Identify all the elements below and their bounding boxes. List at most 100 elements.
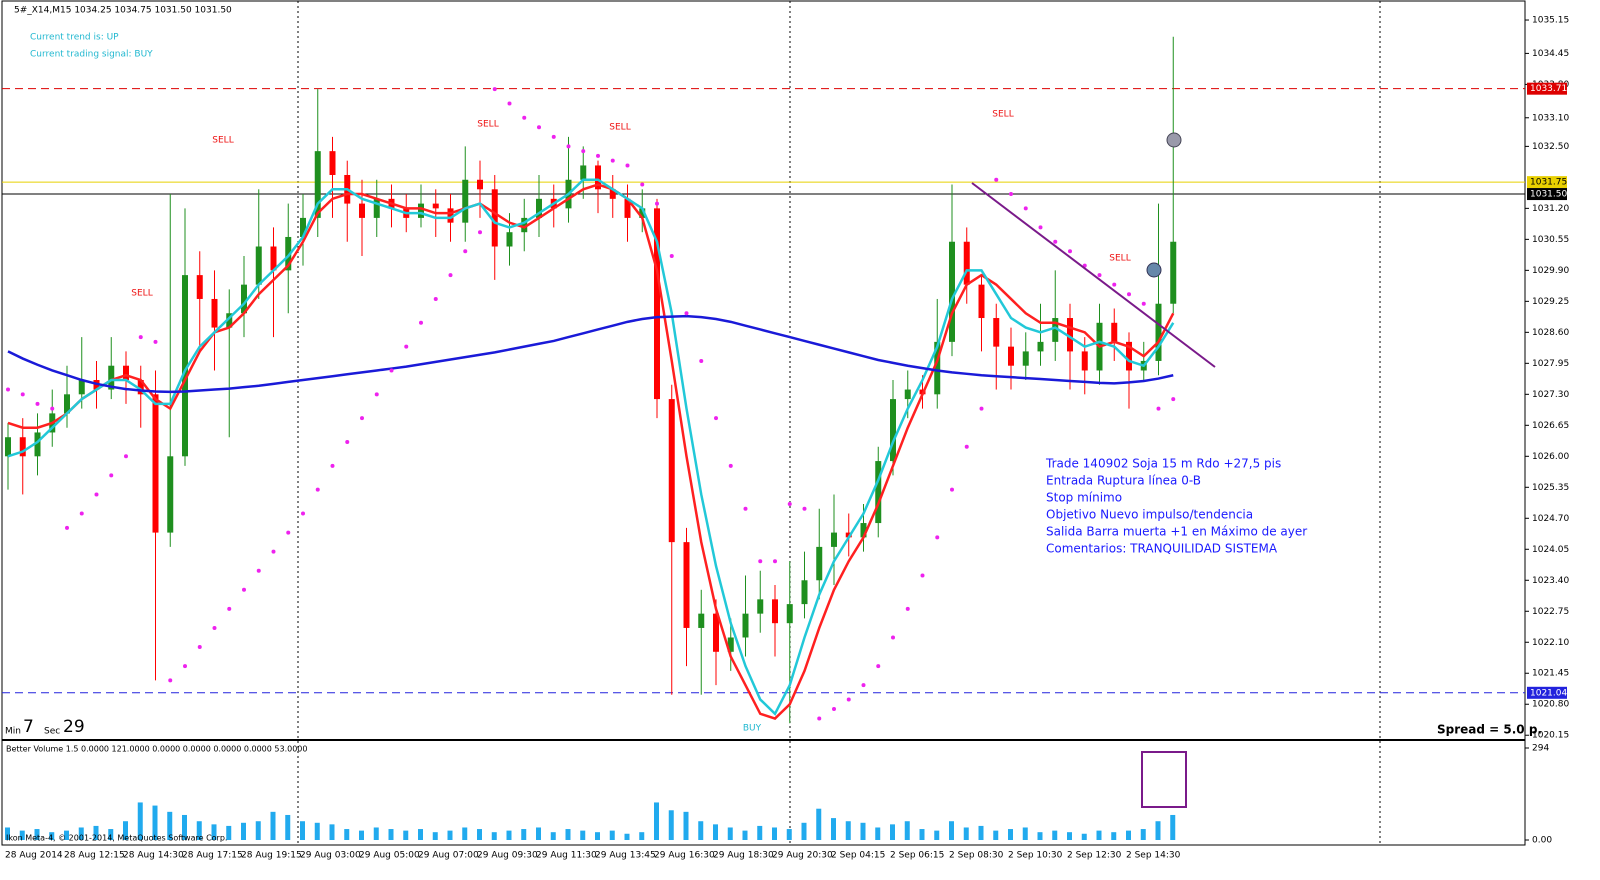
sar-dot xyxy=(448,273,453,278)
sar-dot xyxy=(832,707,836,712)
sar-dot xyxy=(566,144,571,149)
x-tick-label: 2 Sep 10:30 xyxy=(1008,851,1063,861)
sar-dot xyxy=(1127,292,1131,297)
y-tick-label: 1028.60 xyxy=(1532,328,1569,338)
candle-body xyxy=(226,313,233,328)
x-tick-label: 28 Aug 19:15 xyxy=(241,851,302,861)
x-tick-label: 28 Aug 2014 xyxy=(5,851,63,861)
volume-bar xyxy=(845,821,851,840)
volume-bar xyxy=(919,829,925,840)
sar-dot xyxy=(197,645,202,650)
volume-bar xyxy=(609,830,615,840)
volume-bar xyxy=(300,821,305,840)
candle-body xyxy=(993,318,1000,347)
candle-body xyxy=(580,165,587,180)
volume-bar xyxy=(1126,830,1131,840)
sar-dot xyxy=(79,511,84,516)
order-icon xyxy=(1166,132,1182,148)
volume-bar xyxy=(521,829,527,840)
sar-dot xyxy=(301,511,305,516)
sar-dot xyxy=(1112,282,1117,287)
timer-min: 7 xyxy=(23,717,34,737)
sar-dot xyxy=(433,296,438,301)
indicator-line xyxy=(7,183,1175,720)
sar-dot xyxy=(905,606,910,611)
candle-body xyxy=(1008,346,1014,366)
sar-dot xyxy=(876,664,881,669)
chart-frame xyxy=(1,0,1526,846)
volume-bar xyxy=(565,829,571,840)
candle-body xyxy=(123,365,129,381)
candle-body xyxy=(609,189,616,199)
price-level-label: 1021.04 xyxy=(1530,688,1567,698)
volume-tick-label: 294 xyxy=(1532,744,1549,754)
signal-label: SELL xyxy=(212,136,233,146)
price-level-box xyxy=(1527,176,1567,189)
candle-body xyxy=(1111,322,1118,342)
x-tick-label: 29 Aug 07:00 xyxy=(418,851,479,861)
volume-bar xyxy=(757,825,763,840)
y-tick-label: 1020.15 xyxy=(1532,731,1569,741)
sar-dot xyxy=(168,678,173,683)
volume-bar xyxy=(772,827,777,840)
price-level-box xyxy=(1527,82,1567,95)
sar-dot xyxy=(124,454,128,459)
volume-bar xyxy=(683,811,689,840)
signal-label: SELL xyxy=(609,123,630,133)
order-icon xyxy=(1146,262,1162,278)
y-tick-label: 1023.40 xyxy=(1532,576,1569,586)
indicator-line xyxy=(7,178,1175,716)
highlight-box xyxy=(1141,751,1187,808)
y-tick-label: 1035.15 xyxy=(1532,16,1569,26)
volume-bar xyxy=(831,818,836,840)
candle-body xyxy=(432,203,439,209)
volume-bar xyxy=(713,824,718,840)
x-tick-label: 28 Aug 12:15 xyxy=(64,851,125,861)
volume-bar xyxy=(1140,829,1146,840)
volume-bar xyxy=(270,811,276,840)
candle-body xyxy=(949,241,955,342)
sar-dot xyxy=(35,401,40,406)
x-tick-label: 29 Aug 09:30 xyxy=(477,851,538,861)
y-tick-label: 1027.30 xyxy=(1532,390,1569,400)
candle-body xyxy=(904,389,911,400)
candle-body xyxy=(211,298,218,328)
sar-dot xyxy=(94,492,99,497)
annotation-line: Salida Barra muerta +1 en Máximo de ayer xyxy=(1046,525,1307,539)
sar-dot xyxy=(212,625,217,630)
candle-body xyxy=(978,284,985,319)
candle-body xyxy=(816,546,823,581)
candle-body xyxy=(1155,303,1162,361)
sar-dot xyxy=(315,487,320,492)
volume-bar xyxy=(668,810,674,840)
x-tick-label: 29 Aug 13:45 xyxy=(595,851,656,861)
y-tick-label: 1030.55 xyxy=(1532,235,1569,245)
candle-body xyxy=(698,613,705,628)
sar-dot xyxy=(581,149,586,154)
candle-body xyxy=(875,461,882,524)
volume-bar xyxy=(137,802,143,840)
y-tick-label: 1026.00 xyxy=(1532,452,1569,462)
candle-body xyxy=(182,275,188,457)
y-tick-label: 1034.45 xyxy=(1532,49,1569,59)
y-tick-label: 1027.95 xyxy=(1532,359,1569,369)
candle-body xyxy=(137,380,144,395)
sar-dot xyxy=(669,254,674,259)
volume-bar xyxy=(167,811,173,840)
volume-bar xyxy=(64,830,69,840)
x-tick-label: 2 Sep 04:15 xyxy=(831,851,885,861)
candle-body xyxy=(285,236,292,271)
sar-dot xyxy=(802,506,807,511)
x-tick-label: 28 Aug 14:30 xyxy=(123,851,184,861)
sar-dot xyxy=(714,416,718,421)
volume-bar xyxy=(373,827,379,840)
candle-body xyxy=(860,523,867,538)
sar-dot xyxy=(374,392,379,397)
volume-bar xyxy=(1067,832,1072,840)
volume-bar xyxy=(1008,829,1013,840)
volume-bar xyxy=(5,827,10,840)
candle-body xyxy=(314,151,321,218)
sar-dot xyxy=(389,368,394,373)
sar-dot xyxy=(404,344,409,349)
volume-bar xyxy=(152,805,158,840)
